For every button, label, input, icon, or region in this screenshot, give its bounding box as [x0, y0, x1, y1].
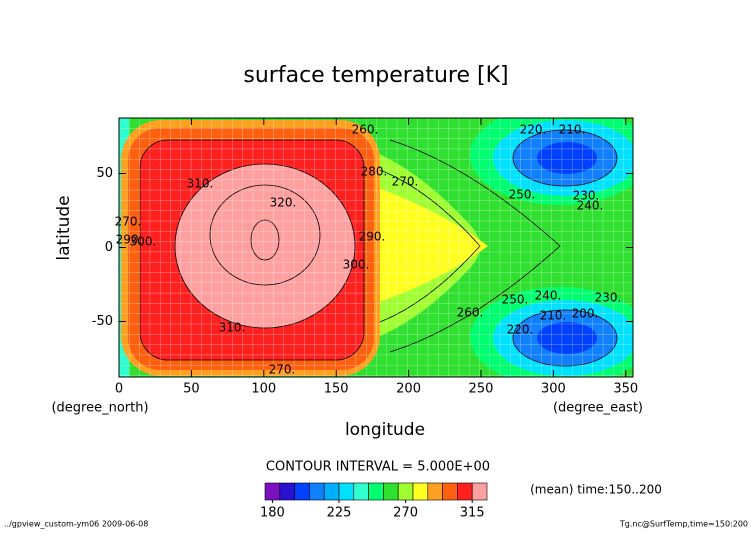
chart-title: surface temperature [K] [243, 63, 508, 88]
footer-left: ../gpview_custom-ym06 2009-06-08 [4, 520, 148, 529]
y-tick-label: -50 [92, 314, 113, 329]
colorbar-cell [471, 482, 488, 501]
colorbar-cell [294, 482, 310, 501]
contour-label: 290. [116, 233, 143, 247]
x-tick-label: 50 [183, 382, 200, 397]
colorbar-cell [442, 482, 458, 501]
colorbar-cell [427, 482, 443, 501]
colorbar-tick-label: 270 [393, 506, 418, 521]
colorbar-cell [353, 482, 369, 501]
contour-region [537, 322, 597, 354]
contour-label: 290. [359, 230, 386, 244]
contour-label: 280. [361, 165, 388, 179]
contour-label: 220. [520, 123, 547, 137]
contour-region [175, 164, 355, 328]
contour-label: 300. [130, 235, 157, 249]
contour-label: 310. [187, 177, 214, 191]
contour-region [370, 185, 488, 305]
y-tick-label: 0 [105, 240, 113, 255]
contour-label: 260. [352, 123, 379, 137]
contour-label: 250. [509, 188, 536, 202]
colorbar-cell [397, 482, 414, 501]
contour-label: 300. [343, 258, 370, 272]
contour-region [537, 142, 597, 174]
colorbar-cell [383, 482, 399, 501]
colorbar-tick-label: 315 [460, 506, 485, 521]
colorbar-cell [412, 482, 429, 501]
contour-interval: CONTOUR INTERVAL = 5.000E+00 [266, 460, 490, 475]
contour-label: 260. [457, 306, 484, 320]
x-axis-label: longitude [345, 420, 425, 440]
contour-label: 240. [535, 289, 562, 303]
contour-field [119, 118, 633, 377]
contour-label: 250. [502, 293, 529, 307]
x-tick-label: 0 [115, 382, 123, 397]
contour-label: 270. [115, 215, 142, 229]
colorbar-cell [279, 482, 295, 501]
colorbar-cell [309, 482, 325, 501]
colorbar-cell [323, 482, 340, 501]
y-tick-label: 50 [96, 166, 113, 181]
x-tick-label: 150 [324, 382, 349, 397]
contour-label: 270. [269, 363, 296, 377]
colorbar-tick-label: 180 [260, 506, 285, 521]
contour-label: 320. [270, 196, 297, 210]
colorbar-cell [338, 482, 355, 501]
y-axis-label: latitude [54, 195, 74, 260]
x-tick-label: 200 [396, 382, 421, 397]
contour-label: 200. [572, 307, 599, 321]
contour-label: 220. [507, 323, 534, 337]
contour-label: 310. [219, 321, 246, 335]
contour-label: 230. [573, 189, 600, 203]
x-unit: (degree_east) [553, 401, 643, 416]
contour-label: 240. [577, 199, 604, 213]
note: (mean) time:150..200 [530, 483, 662, 497]
colorbar-cell [457, 482, 473, 501]
x-tick-label: 350 [613, 382, 638, 397]
contour-label: 230. [595, 291, 622, 305]
x-tick-label: 300 [541, 382, 566, 397]
x-tick-label: 100 [251, 382, 276, 397]
contour-label: 210. [540, 309, 567, 323]
colorbar-cell [368, 482, 384, 501]
y-unit: (degree_north) [51, 401, 148, 416]
x-tick-label: 250 [469, 382, 494, 397]
colorbar-cell [264, 482, 281, 501]
contour-label: 270. [392, 175, 419, 189]
contour-label: 210. [559, 123, 586, 137]
colorbar-tick-label: 225 [327, 506, 352, 521]
footer-right: Tg.nc@SurfTemp,time=150:200 [619, 520, 748, 529]
